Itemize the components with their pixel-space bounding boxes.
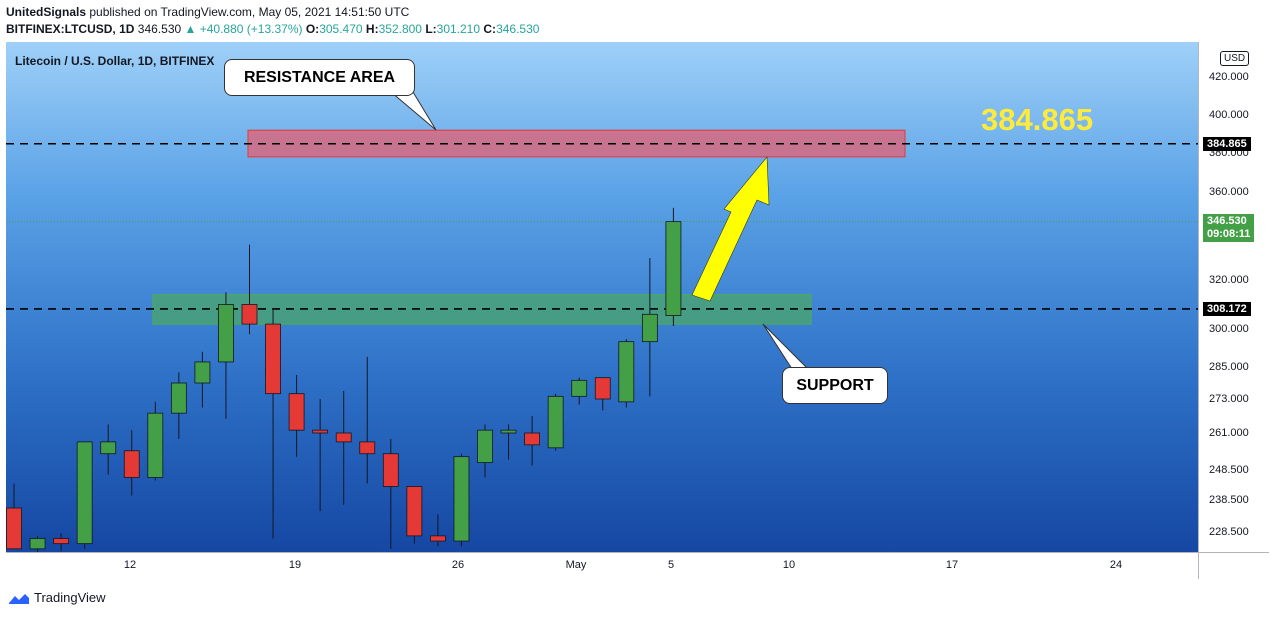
price-tick-label: 320.000 <box>1209 274 1249 286</box>
candle-down[interactable] <box>312 429 329 434</box>
time-tick-label: 17 <box>945 559 959 571</box>
open-label: O: <box>305 22 320 36</box>
candle-down[interactable] <box>6 507 22 550</box>
last-price-value: 346.530 <box>1207 214 1247 227</box>
price-tick-label: 285.000 <box>1209 361 1249 373</box>
candle-up[interactable] <box>641 313 658 343</box>
symbol-name: BITFINEX:LTCUSD, 1D <box>6 22 135 36</box>
candle-down[interactable] <box>594 377 611 400</box>
price-tick-label: 228.500 <box>1209 526 1249 538</box>
time-tick-label: 10 <box>782 559 796 571</box>
countdown-timer: 09:08:11 <box>1207 227 1251 240</box>
candle-down[interactable] <box>288 393 305 431</box>
candle-down[interactable] <box>406 486 423 537</box>
candle-up[interactable] <box>170 382 187 414</box>
candle-down[interactable] <box>335 432 352 443</box>
candle-up[interactable] <box>571 379 588 397</box>
candle-up[interactable] <box>147 412 164 478</box>
currency-badge[interactable]: USD <box>1220 51 1250 66</box>
candle-down[interactable] <box>123 450 140 478</box>
chart-legend: Litecoin / U.S. Dollar, 1D, BITFINEX <box>15 54 215 68</box>
publish-info: UnitedSignals published on TradingView.c… <box>6 5 409 19</box>
time-tick-label: 19 <box>288 559 302 571</box>
axis-corner <box>1198 552 1269 579</box>
candle-down[interactable] <box>429 535 446 542</box>
price-tick-label: 420.000 <box>1209 71 1249 83</box>
time-axis[interactable]: 12 19 26 May 5 10 17 24 <box>6 552 1198 579</box>
candle-down[interactable] <box>241 304 258 325</box>
publisher-name[interactable]: UnitedSignals <box>6 5 87 19</box>
resistance-callout-text: RESISTANCE AREA <box>243 68 396 86</box>
support-callout[interactable]: SUPPORT <box>782 367 888 404</box>
candle-down[interactable] <box>524 432 540 446</box>
low-value: 301.210 <box>436 22 481 36</box>
candle-up[interactable] <box>547 395 564 449</box>
tradingview-logo-icon <box>9 593 29 604</box>
last-price-label: 346.530 09:08:11 <box>1203 213 1255 242</box>
candle-up[interactable] <box>218 304 234 363</box>
price-tick-label: 300.000 <box>1209 323 1249 335</box>
price-tick-label: 400.000 <box>1209 109 1249 121</box>
support-price-label: 308.172 <box>1203 301 1251 316</box>
close-label: C: <box>483 22 497 36</box>
candle-down[interactable] <box>53 538 69 545</box>
price-axis[interactable]: USD 420.000 400.000 380.000 360.000 320.000 3… <box>1198 42 1269 552</box>
tradingview-footer[interactable]: TradingView <box>8 590 106 605</box>
close-value: 346.530 <box>496 22 540 36</box>
candle-down[interactable] <box>359 441 376 455</box>
time-tick-label: 12 <box>123 559 137 571</box>
high-label: H: <box>365 22 379 36</box>
resistance-callout-pointer <box>389 91 437 131</box>
yellow-arrow-icon[interactable] <box>691 156 770 302</box>
candle-up[interactable] <box>194 361 211 384</box>
candle-up[interactable] <box>500 429 517 434</box>
candle-up[interactable] <box>477 429 493 463</box>
price-tick-label: 360.000 <box>1209 186 1249 198</box>
time-tick-label: May <box>565 559 587 571</box>
published-text: published on TradingView.com, May 05, 20… <box>89 5 410 19</box>
candle-up[interactable] <box>100 441 117 455</box>
resistance-callout[interactable]: RESISTANCE AREA <box>224 59 415 96</box>
high-value: 352.800 <box>378 22 422 36</box>
resistance-price-label: 384.865 <box>1203 136 1251 151</box>
candle-up[interactable] <box>29 538 46 550</box>
last-price: 346.530 <box>137 22 182 36</box>
price-tick-label: 261.000 <box>1209 427 1249 439</box>
price-tick-label: 248.500 <box>1209 464 1249 476</box>
candle-up[interactable] <box>453 456 470 542</box>
target-price-text: 384.865 <box>981 102 1094 137</box>
time-tick-label: 5 <box>667 559 675 571</box>
price-change: ▲ +40.880 (+13.37%) <box>184 22 303 36</box>
candle-up[interactable] <box>665 221 682 316</box>
low-label: L: <box>425 22 437 36</box>
candle-up[interactable] <box>76 441 93 545</box>
chart-pane[interactable]: Litecoin / U.S. Dollar, 1D, BITFINEX RES… <box>6 42 1198 552</box>
candle-up[interactable] <box>618 341 635 403</box>
footer-brand: TradingView <box>34 590 106 605</box>
price-tick-label: 238.500 <box>1209 494 1249 506</box>
time-tick-label: 26 <box>451 559 465 571</box>
chart-plot[interactable] <box>6 42 1198 552</box>
price-tick-label: 273.000 <box>1209 393 1249 405</box>
candles-group <box>6 207 682 552</box>
time-tick-label: 24 <box>1109 559 1123 571</box>
support-callout-text: SUPPORT <box>796 376 874 394</box>
candle-down[interactable] <box>382 453 399 487</box>
open-value: 305.470 <box>319 22 363 36</box>
candle-down[interactable] <box>265 323 281 395</box>
support-callout-pointer <box>762 323 813 373</box>
symbol-info-line: BITFINEX:LTCUSD, 1D 346.530 ▲ +40.880 (+… <box>6 22 539 36</box>
